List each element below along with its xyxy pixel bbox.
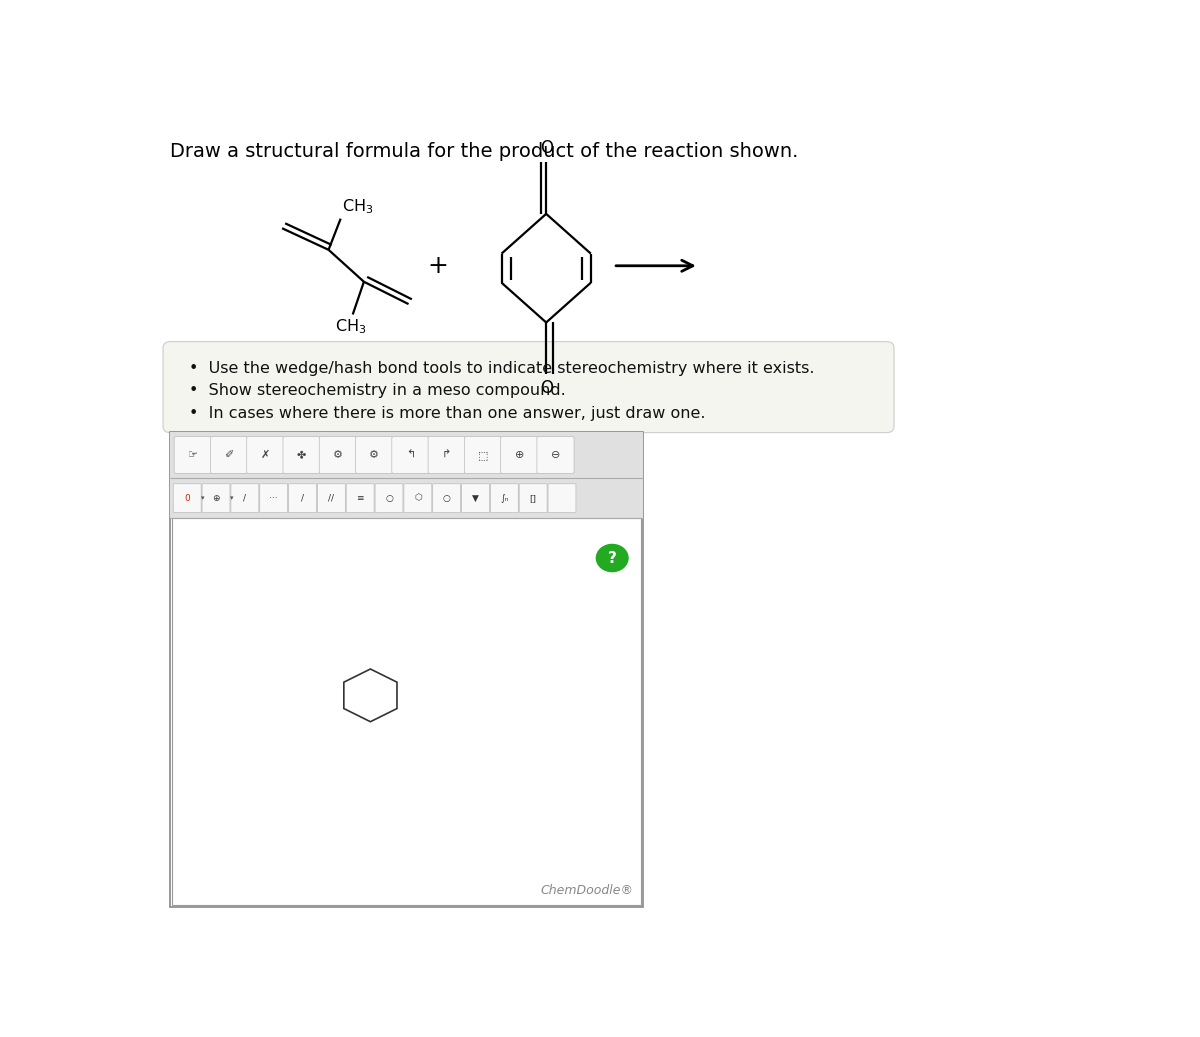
FancyBboxPatch shape (163, 341, 894, 432)
Text: ∫ₙ: ∫ₙ (500, 494, 509, 503)
Text: /: / (244, 494, 246, 503)
Text: ···: ··· (269, 494, 278, 503)
FancyBboxPatch shape (210, 437, 247, 473)
FancyBboxPatch shape (355, 437, 392, 473)
Text: ⚙: ⚙ (370, 450, 379, 460)
Text: +: + (428, 254, 449, 278)
FancyBboxPatch shape (391, 437, 430, 473)
Text: $\mathregular{CH_3}$: $\mathregular{CH_3}$ (342, 198, 373, 217)
FancyBboxPatch shape (202, 483, 230, 512)
FancyBboxPatch shape (319, 437, 356, 473)
Text: ⊕: ⊕ (515, 450, 524, 460)
FancyBboxPatch shape (288, 483, 317, 512)
Text: Draw a structural formula for the product of the reaction shown.: Draw a structural formula for the produc… (170, 142, 799, 161)
Bar (170, 431, 643, 907)
Text: O: O (540, 380, 553, 397)
FancyBboxPatch shape (247, 437, 284, 473)
Text: ▾: ▾ (202, 495, 205, 501)
FancyBboxPatch shape (173, 483, 202, 512)
Text: ☞: ☞ (187, 450, 198, 460)
Text: ↱: ↱ (442, 450, 451, 460)
Text: []: [] (529, 494, 536, 503)
Text: 0: 0 (185, 494, 190, 503)
FancyBboxPatch shape (317, 483, 346, 512)
Text: ⚙: ⚙ (332, 450, 343, 460)
Text: ✐: ✐ (224, 450, 234, 460)
Text: ⊖: ⊖ (551, 450, 560, 460)
Circle shape (596, 544, 628, 571)
Bar (170, 431, 643, 478)
FancyBboxPatch shape (376, 483, 403, 512)
FancyBboxPatch shape (464, 437, 502, 473)
Bar (170, 478, 643, 518)
FancyBboxPatch shape (433, 483, 461, 512)
FancyBboxPatch shape (536, 437, 574, 473)
Text: ○: ○ (443, 494, 451, 503)
Text: O: O (540, 139, 553, 158)
FancyBboxPatch shape (230, 483, 259, 512)
Text: ▾: ▾ (230, 495, 234, 501)
FancyBboxPatch shape (174, 437, 211, 473)
Text: ▼: ▼ (472, 494, 479, 503)
Text: •  In cases where there is more than one answer, just draw one.: • In cases where there is more than one … (190, 405, 706, 421)
Text: $\mathregular{CH_3}$: $\mathregular{CH_3}$ (335, 317, 367, 336)
Text: ↰: ↰ (406, 450, 415, 460)
Text: ✗: ✗ (260, 450, 270, 460)
Text: /: / (301, 494, 304, 503)
FancyBboxPatch shape (283, 437, 320, 473)
Text: •  Use the wedge/hash bond tools to indicate stereochemistry where it exists.: • Use the wedge/hash bond tools to indic… (190, 361, 815, 375)
FancyBboxPatch shape (259, 483, 288, 512)
FancyBboxPatch shape (404, 483, 432, 512)
FancyBboxPatch shape (462, 483, 490, 512)
FancyBboxPatch shape (428, 437, 466, 473)
Text: ChemDoodle®: ChemDoodle® (541, 885, 634, 897)
Text: ⊕: ⊕ (212, 494, 220, 503)
Text: ≡: ≡ (356, 494, 364, 503)
Text: •  Show stereochemistry in a meso compound.: • Show stereochemistry in a meso compoun… (190, 383, 566, 398)
FancyBboxPatch shape (500, 437, 538, 473)
Text: //: // (329, 494, 335, 503)
Text: ?: ? (607, 551, 617, 565)
Text: ⬚: ⬚ (478, 450, 488, 460)
FancyBboxPatch shape (491, 483, 518, 512)
FancyBboxPatch shape (347, 483, 374, 512)
Text: ✤: ✤ (296, 450, 306, 460)
FancyBboxPatch shape (548, 483, 576, 512)
Text: ⬡: ⬡ (414, 494, 421, 503)
Text: ○: ○ (385, 494, 392, 503)
FancyBboxPatch shape (520, 483, 547, 512)
Bar (173, 518, 641, 905)
